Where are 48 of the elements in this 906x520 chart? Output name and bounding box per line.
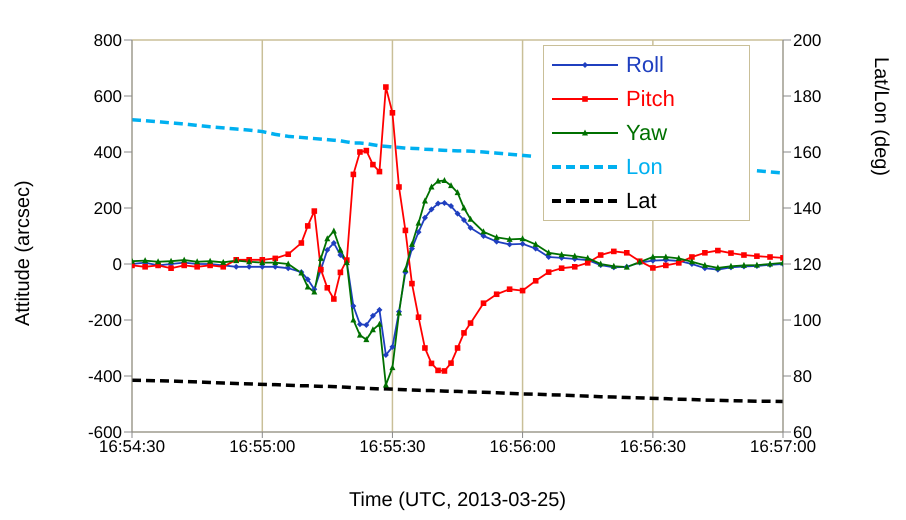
x-tick-label: 16:56:00 bbox=[489, 437, 556, 456]
y2-tick-label: 180 bbox=[793, 87, 822, 106]
point bbox=[330, 240, 337, 246]
y-axis-title: Attitude (arcsec) bbox=[12, 180, 34, 326]
y-tick-label: 800 bbox=[94, 31, 122, 50]
point bbox=[324, 247, 330, 253]
y-tick-label: 0 bbox=[112, 255, 122, 274]
y-tick-label: -400 bbox=[88, 367, 122, 386]
y2-tick-label: 100 bbox=[793, 311, 822, 330]
point bbox=[460, 217, 467, 224]
x-tick-label: 16:56:30 bbox=[620, 437, 686, 456]
legend-label: Lat bbox=[626, 188, 657, 214]
point bbox=[304, 276, 311, 282]
point bbox=[376, 306, 382, 313]
x-tick-label: 16:57:00 bbox=[750, 437, 816, 456]
point bbox=[520, 240, 526, 247]
point bbox=[356, 321, 363, 328]
x-axis-title: Time (UTC, 2013-03-25) bbox=[348, 489, 566, 511]
point bbox=[370, 312, 376, 319]
line-series bbox=[132, 378, 783, 404]
legend-label: Lon bbox=[626, 154, 663, 180]
y-tick-label: 600 bbox=[94, 87, 122, 106]
point bbox=[454, 210, 461, 217]
y2-tick-label: 120 bbox=[793, 255, 822, 274]
y2-tick-label: 80 bbox=[793, 367, 812, 386]
x-tick-label: 16:55:00 bbox=[229, 437, 296, 456]
x-tick-label: 16:55:30 bbox=[359, 437, 426, 456]
legend-label: Roll bbox=[626, 52, 664, 78]
point bbox=[363, 322, 370, 328]
y2-axis-title: Lat/Lon (deg) bbox=[870, 57, 892, 176]
point bbox=[468, 224, 474, 231]
point bbox=[350, 303, 356, 309]
y-tick-label: 200 bbox=[94, 199, 122, 218]
point bbox=[448, 203, 454, 210]
y2-tick-label: 160 bbox=[793, 143, 822, 162]
y-tick-label: -200 bbox=[88, 311, 122, 330]
y2-tick-label: 140 bbox=[793, 199, 822, 218]
point bbox=[422, 214, 428, 221]
x-tick-label: 16:54:30 bbox=[98, 437, 166, 456]
point bbox=[382, 352, 389, 358]
y2-tick-label: 200 bbox=[793, 31, 822, 50]
legend-label: Yaw bbox=[626, 120, 668, 146]
legend-label: Pitch bbox=[626, 86, 675, 112]
point bbox=[416, 229, 422, 236]
point bbox=[337, 252, 344, 258]
y-tick-label: 400 bbox=[94, 143, 122, 162]
point bbox=[389, 344, 396, 350]
point bbox=[428, 206, 434, 212]
